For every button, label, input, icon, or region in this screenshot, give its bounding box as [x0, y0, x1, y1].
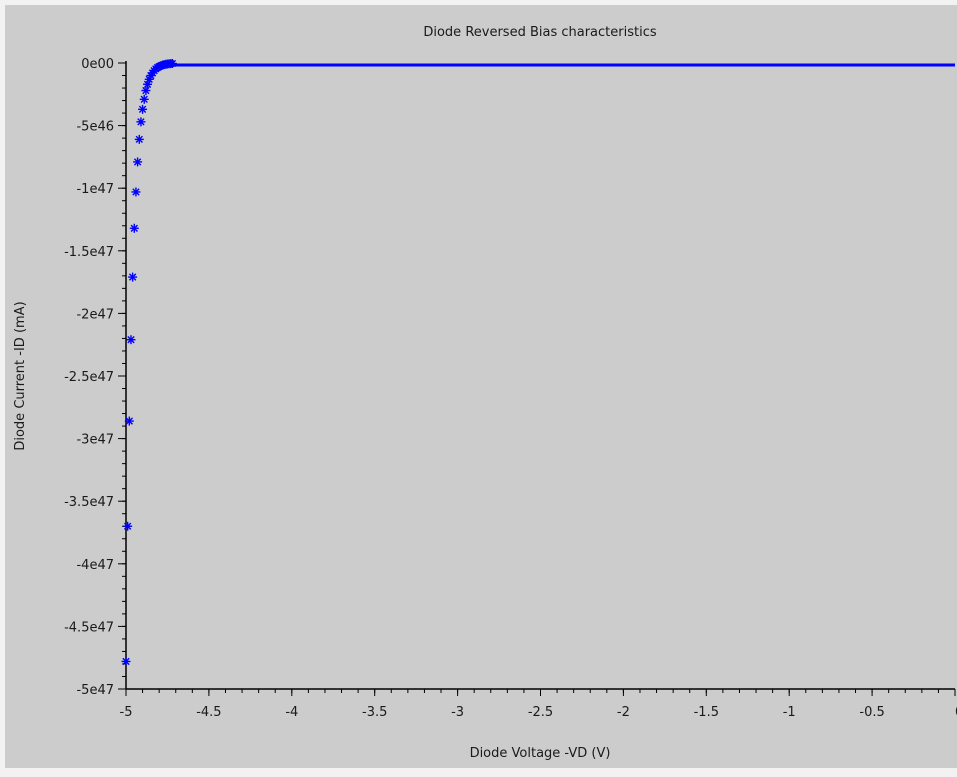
chart-title: Diode Reversed Bias characteristics	[423, 25, 656, 40]
x-axis-label: Diode Voltage -VD (V)	[470, 746, 611, 761]
plot-area	[126, 63, 955, 689]
x-tick-label: -5	[120, 705, 133, 720]
x-tick-label: -1.5	[694, 705, 719, 720]
data-point	[141, 86, 151, 96]
data-point	[134, 134, 144, 144]
y-tick-label: -4.5e47	[64, 620, 114, 635]
y-tick-label: -2e47	[76, 307, 114, 322]
x-tick-label: -1	[783, 705, 796, 720]
y-tick-label: -5e47	[76, 683, 114, 698]
data-point	[131, 187, 141, 197]
data-point	[124, 416, 134, 426]
data-point	[128, 272, 138, 282]
y-tick-label: -2.5e47	[64, 370, 114, 385]
y-tick-label: -5e46	[76, 120, 114, 135]
data-point	[121, 656, 131, 666]
x-tick-label: -2.5	[528, 705, 553, 720]
y-axis-label: Diode Current -ID (mA)	[13, 301, 28, 450]
x-tick-label: 0	[955, 705, 957, 720]
y-tick-label: -4e47	[76, 558, 114, 573]
data-point	[133, 157, 143, 167]
data-point	[126, 335, 136, 345]
y-tick-label: -3.5e47	[64, 495, 114, 510]
x-tick-label: -3	[451, 705, 464, 720]
data-points	[121, 59, 955, 666]
x-tick-label: -4.5	[196, 705, 221, 720]
y-tick-label: -3e47	[76, 433, 114, 448]
y-tick-label: -1e47	[76, 182, 114, 197]
data-point	[129, 223, 139, 233]
data-point	[138, 104, 148, 114]
y-tick-label: 0e00	[81, 57, 114, 72]
x-tick-label: -3.5	[362, 705, 387, 720]
x-tick-label: -4	[285, 705, 298, 720]
y-tick-label: -1.5e47	[64, 245, 114, 260]
data-point	[136, 117, 146, 127]
axes: -5 -4.5 -4 -3.5 -3 -2.5 -2 -1.5 -1 -0.5 0 0e00 -5e46…	[64, 57, 957, 720]
data-point	[123, 521, 133, 531]
x-tick-label: -0.5	[859, 705, 884, 720]
data-point	[139, 94, 149, 104]
x-tick-label: -2	[617, 705, 630, 720]
